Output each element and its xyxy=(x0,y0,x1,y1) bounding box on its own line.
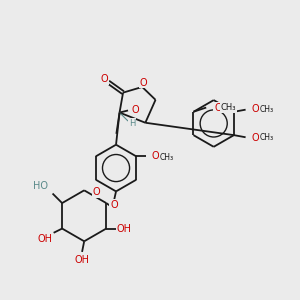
Text: OH: OH xyxy=(117,224,132,234)
Text: H: H xyxy=(129,119,136,128)
Text: O: O xyxy=(251,133,259,143)
Text: OH: OH xyxy=(75,255,90,266)
Text: O: O xyxy=(110,200,118,210)
Text: OH: OH xyxy=(38,234,52,244)
Text: O: O xyxy=(251,103,259,114)
Text: CH₃: CH₃ xyxy=(260,105,274,114)
Text: CH₃: CH₃ xyxy=(221,103,236,112)
Text: O: O xyxy=(152,152,159,161)
Text: O: O xyxy=(100,74,108,84)
Text: O: O xyxy=(140,78,147,88)
Text: O: O xyxy=(214,103,222,112)
Text: O: O xyxy=(132,106,139,116)
Text: CH₃: CH₃ xyxy=(160,153,174,162)
Text: CH₃: CH₃ xyxy=(260,133,274,142)
Text: O: O xyxy=(92,188,100,197)
Text: HO: HO xyxy=(33,181,48,191)
